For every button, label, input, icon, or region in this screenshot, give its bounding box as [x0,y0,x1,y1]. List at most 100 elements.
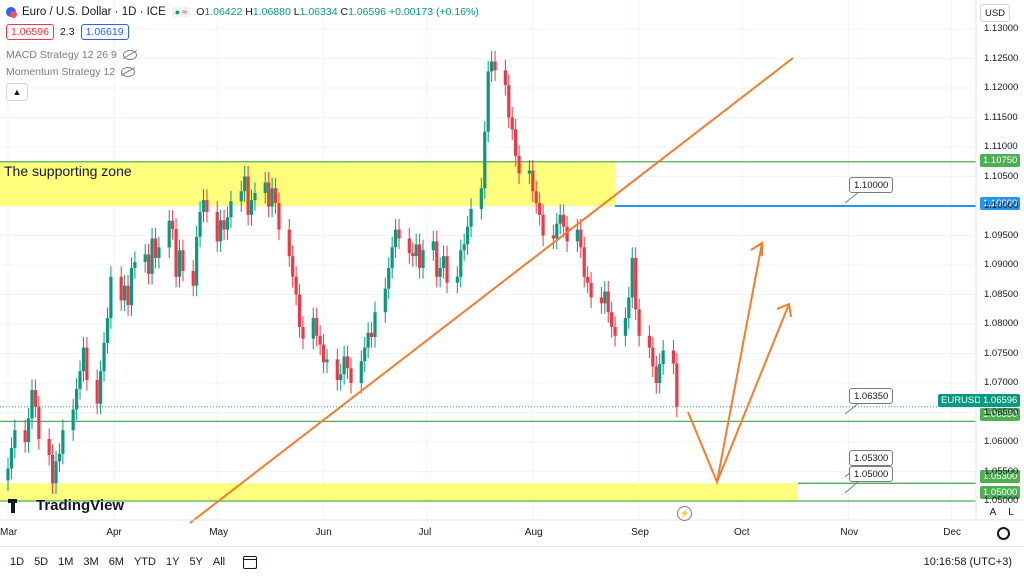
candle[interactable] [201,189,206,223]
candle[interactable] [369,322,374,348]
candle[interactable] [109,266,113,329]
candle[interactable] [483,121,487,199]
candle[interactable] [318,325,322,356]
candle[interactable] [393,218,398,258]
candle[interactable] [671,339,676,375]
candle[interactable] [85,336,89,391]
candle[interactable] [469,198,473,238]
candle[interactable] [78,360,82,400]
candle[interactable] [126,275,130,316]
candle[interactable] [61,419,65,465]
candle[interactable] [466,216,470,255]
candle[interactable] [287,218,291,267]
candle[interactable] [387,257,391,300]
calendar-icon[interactable] [243,555,258,569]
candle[interactable] [13,419,17,459]
timeframe-1m-button[interactable]: 1M [58,556,74,568]
candle[interactable] [507,74,511,129]
timeframe-5d-button[interactable]: 5D [34,556,49,568]
candle[interactable] [30,379,34,430]
candle[interactable] [634,247,638,320]
candle[interactable] [627,286,631,329]
candle[interactable] [143,243,147,273]
candle[interactable] [243,165,247,202]
candle[interactable] [517,145,521,185]
candle[interactable] [383,277,387,323]
candle[interactable] [421,239,425,279]
candle[interactable] [445,245,449,294]
timeframe-6m-button[interactable]: 6M [108,556,124,568]
candle[interactable] [366,322,370,359]
candle[interactable] [129,257,134,316]
ray-label-1-10000[interactable]: 1.10000 [849,177,894,193]
candle[interactable] [277,192,281,241]
candle[interactable] [623,307,627,347]
candle[interactable] [291,245,295,288]
candle[interactable] [637,298,641,347]
candle[interactable] [195,226,199,297]
candle[interactable] [442,245,446,279]
candle[interactable] [177,239,182,288]
candle[interactable] [167,210,171,258]
candle[interactable] [123,275,127,312]
candle[interactable] [479,177,483,220]
timeframe-5y-button[interactable]: 5Y [189,556,203,568]
candle[interactable] [551,224,555,250]
candle[interactable] [418,233,422,279]
candle[interactable] [325,348,329,373]
candle[interactable] [345,345,350,379]
candle[interactable] [541,204,545,247]
candle[interactable] [534,180,538,214]
candle[interactable] [191,260,195,297]
candle[interactable] [270,177,274,218]
candle[interactable] [514,118,518,167]
eye-off-icon[interactable] [122,50,137,60]
candle[interactable] [558,204,562,235]
candle[interactable] [490,50,494,83]
candle[interactable] [555,213,559,250]
candle[interactable] [133,251,137,279]
candle[interactable] [599,286,603,314]
lightning-icon[interactable]: ⚡ [677,506,692,521]
candle[interactable] [263,171,267,204]
candle[interactable] [99,360,103,415]
log-scale-button[interactable]: L [1008,506,1014,518]
candle[interactable] [6,457,10,491]
symbol-title[interactable]: Euro / U.S. Dollar · 1D · ICE [22,6,166,18]
indicator-momentum[interactable]: Momentum Strategy 12 [6,66,136,78]
candle[interactable] [215,201,219,253]
eye-off-icon[interactable] [121,67,136,77]
candle[interactable] [311,307,315,350]
collapse-legend-button[interactable]: ▲ [6,83,28,101]
projection-arrow-1[interactable] [687,242,763,486]
candle[interactable] [267,171,271,218]
timeframe-all-button[interactable]: All [212,556,226,568]
ray-label-1-05300[interactable]: 1.05300 [849,450,894,466]
candle[interactable] [397,218,401,250]
candle[interactable] [654,355,658,394]
candle[interactable] [373,301,377,348]
gear-icon[interactable] [997,527,1010,540]
candle[interactable] [294,266,298,306]
candle[interactable] [253,182,257,211]
candle[interactable] [431,230,435,261]
price-chart[interactable] [0,0,1024,546]
candle[interactable] [47,428,51,466]
candle[interactable] [493,50,497,81]
candle[interactable] [205,189,209,223]
candle[interactable] [198,201,202,248]
candle[interactable] [455,266,459,294]
candle[interactable] [229,190,233,228]
candle[interactable] [390,236,394,279]
candle[interactable] [658,353,662,394]
candle[interactable] [157,236,161,269]
candle[interactable] [510,106,514,140]
candle[interactable] [335,348,339,391]
candle[interactable] [153,227,158,269]
candle[interactable] [81,336,86,382]
candle[interactable] [219,209,223,253]
candle[interactable] [339,363,343,391]
candle[interactable] [342,345,346,385]
candle[interactable] [9,437,14,480]
